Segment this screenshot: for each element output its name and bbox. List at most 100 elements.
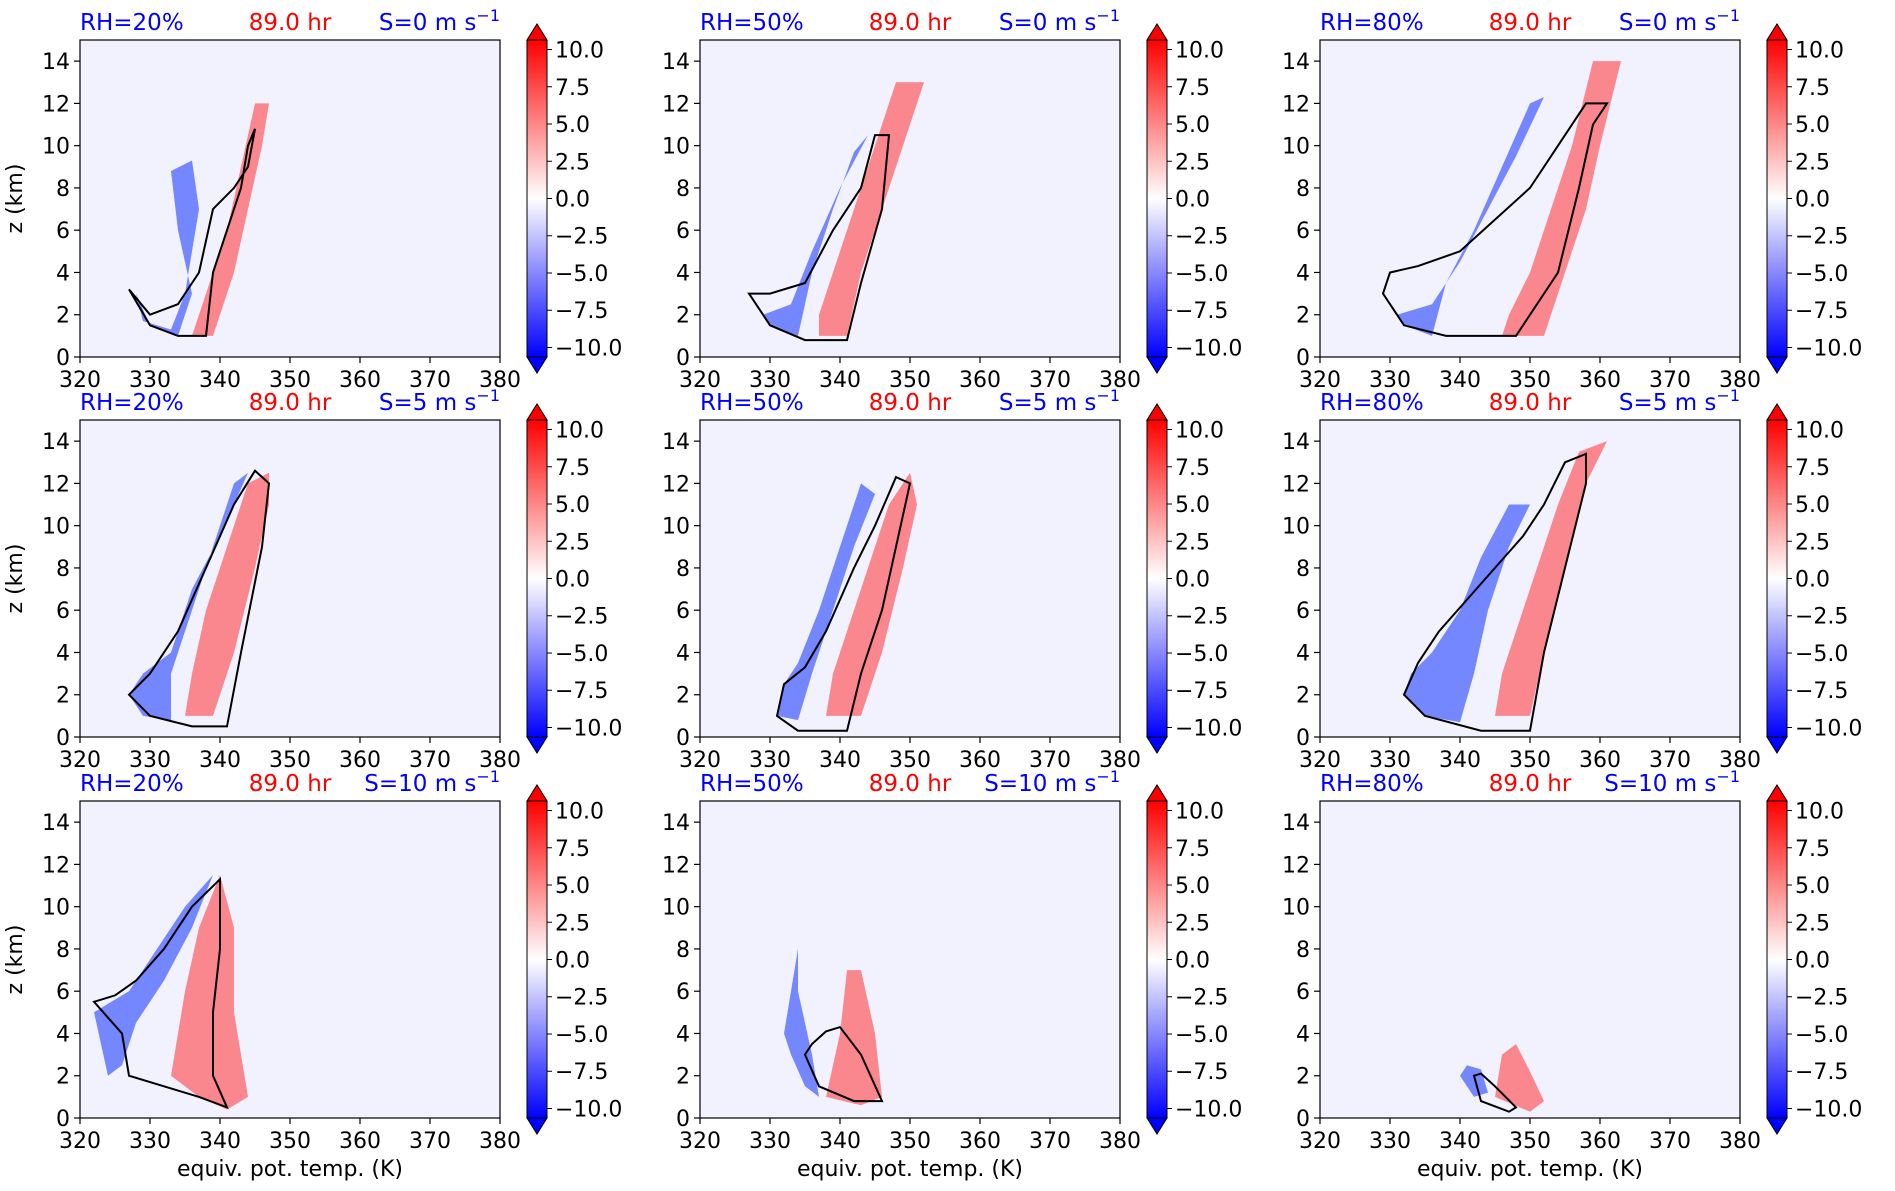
y-tick-label: 8: [676, 177, 690, 202]
colorbar-tick-label: 7.5: [1795, 837, 1830, 862]
x-tick-label: 330: [1369, 748, 1411, 773]
colorbar-tick-label: −10.0: [1795, 1097, 1862, 1122]
colorbar-tick-label: −10.0: [1175, 716, 1242, 741]
y-tick-label: 6: [1296, 599, 1310, 624]
y-tick-label: 8: [676, 557, 690, 582]
colorbar-min-extend: [1766, 736, 1788, 754]
y-tick-label: 4: [1296, 1022, 1310, 1047]
y-tick-label: 6: [56, 599, 70, 624]
y-tick-label: 4: [56, 1022, 70, 1047]
y-tick-label: 14: [662, 50, 690, 75]
x-tick-label: 350: [1509, 748, 1551, 773]
y-tick-label: 8: [56, 938, 70, 963]
panel-time-label: 89.0 hr: [249, 771, 332, 797]
colorbar-tick-label: −5.0: [1795, 262, 1848, 287]
colorbar-tick-label: 5.0: [1795, 113, 1830, 138]
colorbar-max-extend: [526, 403, 548, 421]
colorbar-min-extend: [526, 736, 548, 754]
colorbar-tick-label: 10.0: [1795, 419, 1844, 444]
colorbar-tick-label: 0.0: [1175, 188, 1210, 213]
colorbar-tick-label: −2.5: [1175, 986, 1228, 1011]
colorbar-tick-label: 0.0: [1175, 949, 1210, 974]
negative-anomaly-region: [1383, 97, 1544, 336]
colorbar-tick-label: 5.0: [1175, 874, 1210, 899]
x-tick-label: 380: [479, 748, 521, 773]
colorbar: 10.0 7.5 5.0 2.5 0.0 −2.5 −5.0 −7.5 −10.0: [526, 23, 622, 374]
y-tick-label: 14: [1282, 811, 1310, 836]
colorbar-tick-label: −2.5: [1795, 605, 1848, 630]
x-axis-label: equiv. pot. temp. (K): [177, 1157, 403, 1182]
colorbar-tick-label: 10.0: [1795, 800, 1844, 825]
colorbar-tick-label: 10.0: [1795, 39, 1844, 64]
colorbar-body: [1766, 800, 1788, 1119]
panel-8: 320 330 340 350 360 370 380 0 2 4 6 8 10 12 14 RH=50% 89…: [662, 767, 1242, 1182]
colorbar-tick-label: 0.0: [1175, 568, 1210, 593]
panel-shear-label: S=10 m s−1: [1604, 767, 1740, 797]
colorbar-tick-label: −5.0: [555, 642, 608, 667]
colorbar-tick-label: −7.5: [1795, 299, 1848, 324]
y-tick-label: 0: [1296, 346, 1310, 371]
y-tick-label: 10: [42, 135, 70, 160]
x-tick-label: 380: [1719, 1129, 1761, 1154]
panel-rh-label: RH=20%: [80, 771, 184, 797]
field-layer: [127, 469, 271, 728]
colorbar-tick-label: 2.5: [1175, 150, 1210, 175]
panel-3: 320 330 340 350 360 370 380 0 2 4 6 8 10 12 14 RH=80% 89…: [1282, 6, 1862, 393]
panel-shear-label: S=10 m s−1: [364, 767, 500, 797]
y-tick-label: 12: [1282, 92, 1310, 117]
x-tick-label: 380: [479, 1129, 521, 1154]
panel-time-label: 89.0 hr: [869, 390, 952, 416]
x-tick-label: 380: [1719, 748, 1761, 773]
x-tick-label: 370: [1649, 748, 1691, 773]
colorbar: 10.0 7.5 5.0 2.5 0.0 −2.5 −5.0 −7.5 −10.0: [1146, 403, 1242, 754]
panel-shear-label: S=5 m s−1: [999, 386, 1120, 416]
x-tick-label: 340: [199, 748, 241, 773]
colorbar-tick-label: −5.0: [1175, 262, 1228, 287]
y-tick-label: 6: [1296, 219, 1310, 244]
x-tick-label: 330: [129, 1129, 171, 1154]
colorbar-tick-label: −7.5: [1795, 679, 1848, 704]
colorbar-body: [1766, 419, 1788, 738]
colorbar-tick-label: 7.5: [1175, 837, 1210, 862]
colorbar-body: [1146, 800, 1168, 1119]
negative-anomaly-region: [129, 472, 248, 721]
negative-anomaly-region: [1404, 504, 1530, 723]
colorbar-tick-label: 10.0: [1175, 800, 1224, 825]
panel-rh-label: RH=80%: [1320, 390, 1424, 416]
y-tick-label: 2: [676, 304, 690, 329]
y-tick-label: 4: [676, 641, 690, 666]
field-layer: [92, 875, 248, 1110]
negative-anomaly-region: [94, 875, 213, 1076]
panel-time-label: 89.0 hr: [1489, 10, 1572, 36]
colorbar-max-extend: [1146, 23, 1168, 41]
colorbar-tick-label: −2.5: [555, 986, 608, 1011]
panel-time-label: 89.0 hr: [249, 10, 332, 36]
y-tick-label: 8: [1296, 938, 1310, 963]
x-tick-label: 350: [269, 748, 311, 773]
y-tick-label: 14: [1282, 50, 1310, 75]
y-axis-label: z (km): [3, 544, 28, 614]
x-tick-label: 320: [1299, 368, 1341, 393]
x-tick-label: 360: [959, 368, 1001, 393]
y-tick-label: 10: [1282, 135, 1310, 160]
colorbar-tick-label: 5.0: [1175, 113, 1210, 138]
plot-area: [700, 420, 1120, 737]
x-tick-label: 360: [1579, 1129, 1621, 1154]
x-tick-label: 360: [1579, 748, 1621, 773]
x-tick-label: 320: [59, 748, 101, 773]
colorbar-min-extend: [1146, 1117, 1168, 1135]
colorbar-tick-label: 0.0: [1795, 188, 1830, 213]
colorbar-tick-label: −10.0: [1175, 1097, 1242, 1122]
y-tick-label: 12: [42, 853, 70, 878]
panel-5: 320 330 340 350 360 370 380 0 2 4 6 8 10 12 14 RH=50% 89…: [662, 386, 1242, 773]
x-tick-label: 350: [889, 1129, 931, 1154]
colorbar-min-extend: [1146, 736, 1168, 754]
y-tick-label: 2: [676, 684, 690, 709]
colorbar-tick-label: −5.0: [555, 1023, 608, 1048]
x-tick-label: 380: [479, 368, 521, 393]
colorbar: 10.0 7.5 5.0 2.5 0.0 −2.5 −5.0 −7.5 −10.0: [1146, 784, 1242, 1135]
x-tick-label: 370: [1029, 748, 1071, 773]
panel-shear-label: S=10 m s−1: [984, 767, 1120, 797]
colorbar-body: [1766, 39, 1788, 358]
colorbar-tick-label: 7.5: [1795, 76, 1830, 101]
